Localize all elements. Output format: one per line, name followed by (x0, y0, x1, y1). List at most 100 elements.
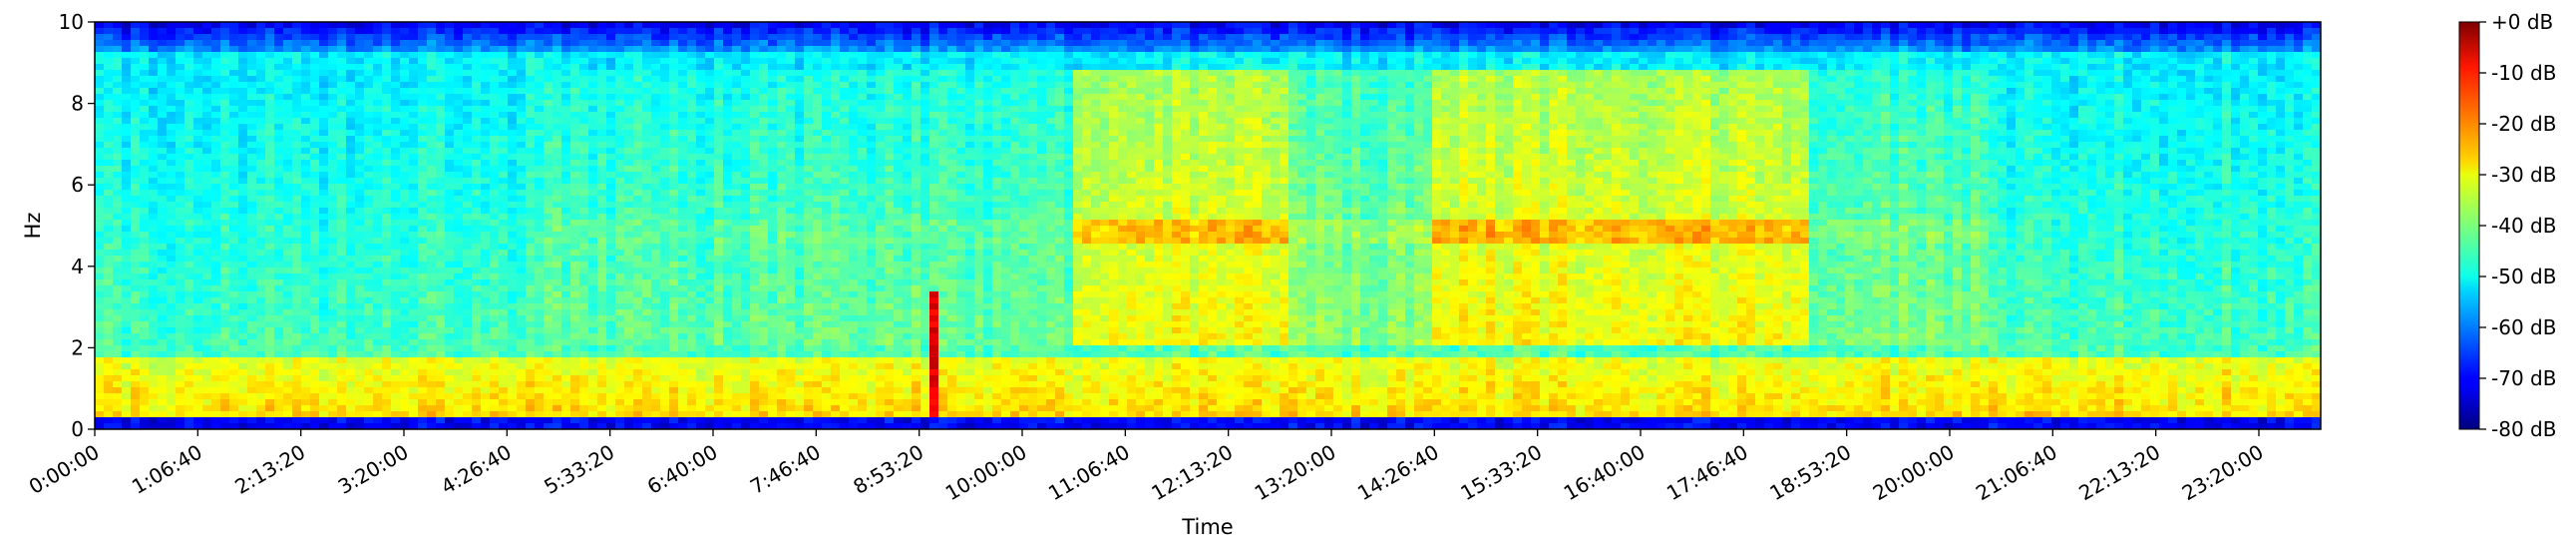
spectrogram-cell (535, 244, 545, 251)
spectrogram-cell (427, 172, 437, 179)
spectrogram-cell (490, 268, 500, 275)
spectrogram-cell (158, 399, 168, 406)
spectrogram-cell (660, 297, 670, 304)
spectrogram-cell (588, 411, 598, 418)
spectrogram-cell (140, 166, 150, 173)
spectrogram-cell (642, 268, 652, 275)
spectrogram-cell (633, 244, 643, 251)
spectrogram-cell (319, 238, 329, 245)
spectrogram-cell (149, 303, 159, 310)
spectrogram-cell (337, 256, 347, 263)
spectrogram-cell (238, 190, 248, 197)
spectrogram-cell (561, 423, 571, 429)
spectrogram-cell (705, 393, 715, 400)
spectrogram-cell (624, 22, 634, 29)
spectrogram-cell (140, 154, 150, 161)
spectrogram-cell (95, 393, 105, 400)
spectrogram-cell (337, 94, 347, 101)
spectrogram-cell (597, 136, 607, 143)
spectrogram-cell (579, 351, 589, 358)
spectrogram-cell (220, 399, 230, 406)
spectrogram-cell (104, 297, 114, 304)
spectrogram-cell (741, 28, 751, 35)
spectrogram-cell (579, 202, 589, 209)
spectrogram-cell (579, 238, 589, 245)
spectrogram-cell (292, 285, 302, 292)
spectrogram-cell (508, 118, 518, 125)
spectrogram-cell (409, 214, 419, 221)
spectrogram-cell (355, 70, 365, 77)
spectrogram-cell (615, 315, 625, 322)
spectrogram-cell (310, 363, 320, 370)
spectrogram-cell (723, 399, 733, 406)
spectrogram-cell (301, 220, 311, 227)
spectrogram-cell (660, 357, 670, 364)
spectrogram-cell (499, 268, 509, 275)
spectrogram-cell (176, 178, 185, 185)
spectrogram-cell (391, 315, 401, 322)
spectrogram-cell (346, 309, 356, 316)
spectrogram-cell (140, 94, 150, 101)
spectrogram-cell (319, 423, 329, 429)
spectrogram-cell (588, 184, 598, 191)
spectrogram-cell (570, 160, 580, 167)
spectrogram-cell (202, 34, 212, 41)
spectrogram-cell (454, 399, 464, 406)
spectrogram-cell (499, 321, 509, 328)
spectrogram-cell (454, 369, 464, 376)
spectrogram-cell (256, 393, 266, 400)
spectrogram-cell (579, 166, 589, 173)
spectrogram-cell (193, 375, 203, 382)
spectrogram-cell (149, 124, 159, 131)
spectrogram-cell (750, 28, 760, 35)
spectrogram-cell (544, 297, 553, 304)
spectrogram-cell (517, 297, 527, 304)
spectrogram-cell (615, 166, 625, 173)
spectrogram-cell (104, 202, 114, 209)
spectrogram-cell (328, 76, 338, 83)
spectrogram-cell (633, 70, 643, 77)
spectrogram-cell (193, 118, 203, 125)
spectrogram-cell (373, 268, 383, 275)
spectrogram-cell (651, 190, 661, 197)
spectrogram-cell (364, 375, 374, 382)
spectrogram-cell (732, 148, 742, 155)
spectrogram-cell (274, 118, 284, 125)
spectrogram-cell (122, 88, 132, 95)
spectrogram-cell (274, 315, 284, 322)
spectrogram-cell (517, 387, 527, 394)
spectrogram-cell (95, 202, 105, 209)
spectrogram-cell (642, 136, 652, 143)
spectrogram-cell (328, 136, 338, 143)
spectrogram-cell (400, 315, 410, 322)
spectrogram-cell (427, 268, 437, 275)
spectrogram-cell (211, 166, 221, 173)
spectrogram-cell (328, 58, 338, 65)
spectrogram-cell (247, 351, 257, 358)
spectrogram-cell (310, 124, 320, 131)
spectrogram-cell (678, 202, 688, 209)
spectrogram-cell (481, 202, 491, 209)
spectrogram-cell (355, 178, 365, 185)
spectrogram-cell (418, 274, 428, 280)
spectrogram-cell (579, 226, 589, 233)
spectrogram-cell (382, 405, 392, 412)
spectrogram-cell (193, 339, 203, 346)
spectrogram-cell (373, 411, 383, 418)
spectrogram-cell (696, 148, 706, 155)
spectrogram-cell (274, 285, 284, 292)
spectrogram-cell (651, 100, 661, 107)
spectrogram-cell (211, 58, 221, 65)
spectrogram-cell (723, 160, 733, 167)
spectrogram-cell (310, 297, 320, 304)
spectrogram-cell (463, 100, 473, 107)
spectrogram-cell (193, 166, 203, 173)
spectrogram-cell (696, 82, 706, 89)
spectrogram-cell (678, 112, 688, 119)
spectrogram-cell (274, 303, 284, 310)
spectrogram-cell (705, 309, 715, 316)
spectrogram-cell (355, 136, 365, 143)
spectrogram-cell (95, 417, 105, 424)
spectrogram-cell (337, 58, 347, 65)
spectrogram-cell (256, 88, 266, 95)
